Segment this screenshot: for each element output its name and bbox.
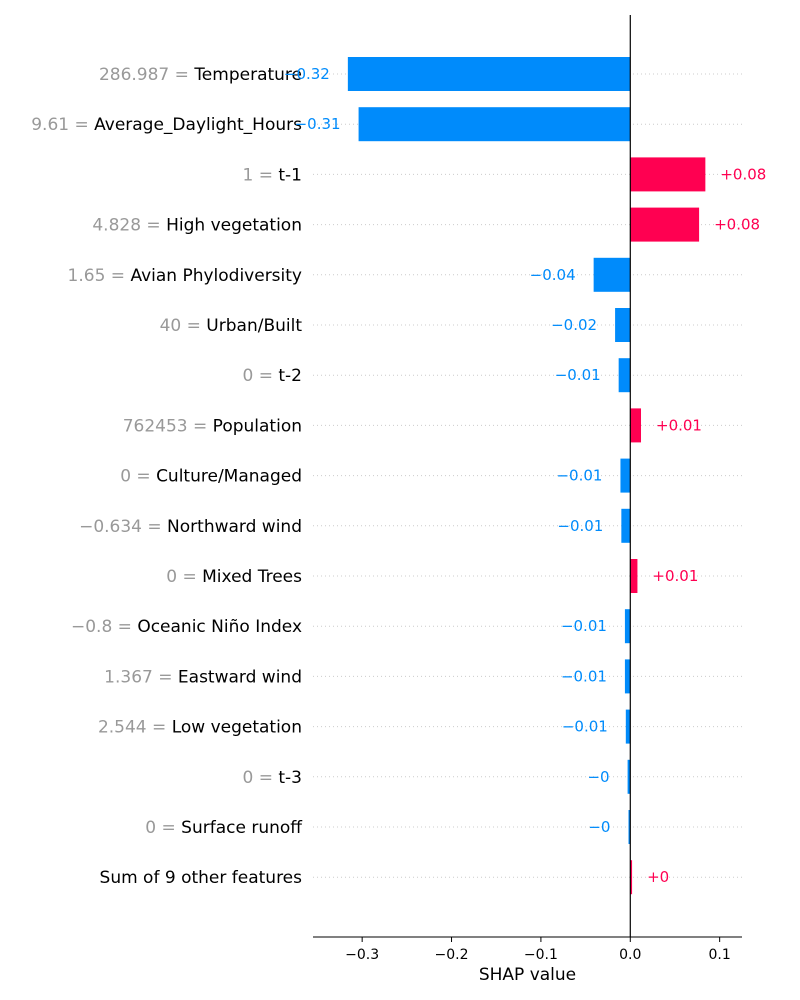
shap-bar: [630, 559, 638, 593]
shap-value-label: −0.02: [551, 316, 597, 334]
shap-value-label: −0.01: [555, 366, 601, 384]
feature-labels: 286.987 = Temperature 9.61 = Average_Dayl…: [31, 65, 303, 888]
feature-label: 0 = t-3: [243, 768, 303, 788]
feature-label: 1.65 = Avian Phylodiversity: [68, 266, 302, 286]
shap-value-label: +0.01: [652, 567, 698, 585]
feature-name: High vegetation: [166, 216, 302, 236]
shap-bar: [630, 408, 642, 443]
feature-name: Population: [213, 416, 302, 436]
feature-value: 0 =: [166, 567, 202, 587]
shap-value-label: +0.08: [714, 216, 760, 234]
shap-value-label: −0.01: [561, 667, 607, 685]
feature-name: Oceanic Niño Index: [137, 617, 302, 637]
feature-label: 0 = Culture/Managed: [120, 467, 302, 487]
feature-label: 0 = Mixed Trees: [166, 567, 302, 587]
feature-name: Temperature: [193, 65, 302, 85]
shap-bar: [627, 759, 631, 794]
shap-bar: [628, 810, 631, 844]
x-tick-label: −0.2: [435, 947, 469, 963]
shap-bar: [615, 308, 631, 342]
shap-value-label: +0.08: [720, 165, 766, 183]
feature-value: 1 =: [243, 165, 279, 185]
feature-name: t-3: [278, 768, 302, 788]
x-tick-label: 0.0: [619, 947, 641, 963]
feature-name: Low vegetation: [172, 718, 302, 738]
feature-name: Culture/Managed: [156, 467, 302, 487]
feature-label: 4.828 = High vegetation: [92, 216, 302, 236]
feature-value: −0.8 =: [71, 617, 137, 637]
x-tick-label: −0.1: [524, 947, 558, 963]
shap-value-label: −0.32: [284, 65, 330, 83]
feature-name: Mixed Trees: [202, 567, 302, 587]
feature-value: 4.828 =: [92, 216, 166, 236]
shap-bar: [621, 508, 631, 543]
feature-name: Average_Daylight_Hours: [94, 115, 302, 135]
shap-bar: [593, 257, 631, 292]
bars: [347, 57, 706, 895]
feature-name: Avian Phylodiversity: [130, 266, 302, 286]
feature-value: 9.61 =: [31, 115, 94, 135]
feature-label: 762453 = Population: [123, 416, 302, 436]
feature-value: 1.367 =: [104, 667, 178, 687]
feature-label: 1 = t-1: [243, 165, 303, 185]
feature-label: −0.8 = Oceanic Niño Index: [71, 617, 302, 637]
feature-label: 9.61 = Average_Daylight_Hours: [31, 115, 302, 135]
feature-label: 0 = t-2: [243, 366, 303, 386]
shap-bar: [347, 57, 631, 91]
feature-label: 1.367 = Eastward wind: [104, 667, 302, 687]
value-labels: −0.32 −0.31 +0.08 +0.08 −0.04 −0.02 −0.01 +0.01…: [284, 65, 766, 886]
feature-value: 0 =: [120, 467, 156, 487]
feature-value: 1.65 =: [68, 266, 131, 286]
x-axis-title: SHAP value: [479, 965, 576, 985]
shap-bar: [630, 207, 700, 242]
feature-name: t-1: [278, 165, 302, 185]
shap-bar: [630, 860, 633, 895]
x-tick-label: 0.1: [709, 947, 731, 963]
row-gridlines: [313, 73, 742, 878]
feature-name: Sum of 9 other features: [100, 868, 303, 888]
shap-value-label: −0.01: [561, 617, 607, 635]
feature-value: 0 =: [243, 768, 279, 788]
feature-label: 2.544 = Low vegetation: [98, 718, 302, 738]
feature-value: 40 =: [160, 316, 207, 336]
shap-bar: [620, 458, 631, 493]
feature-name: Northward wind: [167, 517, 302, 537]
feature-label: 286.987 = Temperature: [99, 65, 302, 85]
shap-value-label: −0.04: [530, 266, 576, 284]
shap-bar: [358, 107, 631, 142]
shap-value-label: −0.01: [562, 718, 608, 736]
shap-bar: [625, 709, 631, 744]
shap-bar: [618, 358, 631, 393]
shap-value-label: −0.01: [557, 517, 603, 535]
feature-value: −0.634 =: [79, 517, 167, 537]
shap-value-label: −0.31: [295, 115, 341, 133]
feature-name: Eastward wind: [178, 667, 302, 687]
feature-name: Surface runoff: [181, 818, 303, 838]
feature-value: 0 =: [145, 818, 181, 838]
x-tick-label: −0.3: [345, 947, 379, 963]
shap-bar: [624, 609, 631, 644]
feature-label: Sum of 9 other features: [100, 868, 303, 888]
feature-value: 0 =: [243, 366, 279, 386]
x-axis: −0.3 −0.2 −0.1 0.0 0.1: [313, 936, 742, 963]
shap-bar: [630, 157, 706, 192]
feature-label: 40 = Urban/Built: [160, 316, 303, 336]
shap-value-label: −0: [588, 818, 610, 836]
feature-value: 762453 =: [123, 416, 213, 436]
feature-label: 0 = Surface runoff: [145, 818, 303, 838]
feature-label: −0.634 = Northward wind: [79, 517, 302, 537]
shap-value-label: −0: [587, 768, 609, 786]
shap-value-label: −0.01: [556, 467, 602, 485]
feature-name: Urban/Built: [206, 316, 302, 336]
shap-bar: [624, 659, 631, 694]
feature-value: 2.544 =: [98, 718, 172, 738]
shap-value-label: +0: [647, 868, 669, 886]
feature-value: 286.987 =: [99, 65, 194, 85]
shap-value-label: +0.01: [656, 416, 702, 434]
feature-name: t-2: [278, 366, 302, 386]
